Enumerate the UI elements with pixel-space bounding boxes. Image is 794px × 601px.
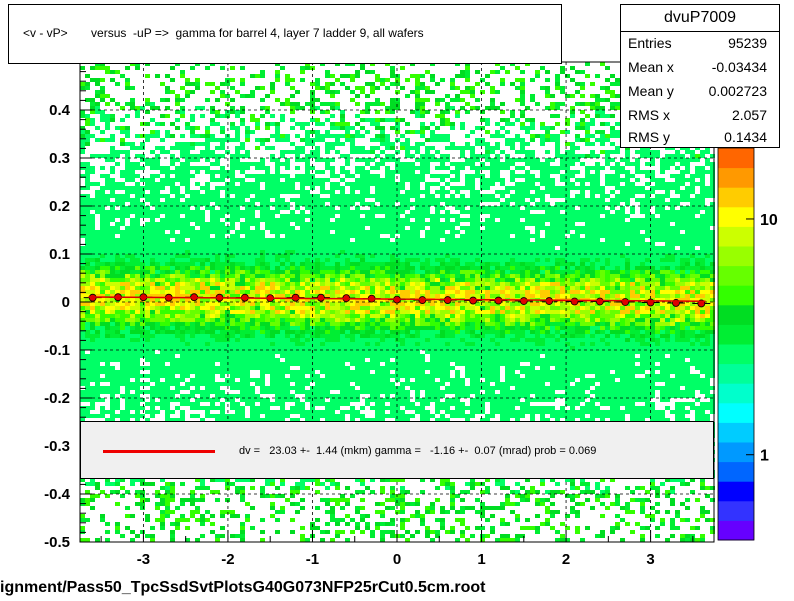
x-tick-label: 1	[477, 551, 485, 568]
stats-divider	[621, 31, 779, 32]
profile-point	[469, 296, 477, 305]
colorbar-step	[718, 226, 754, 247]
colorbar-step	[718, 148, 754, 169]
stats-value-mean-x: -0.03434	[711, 59, 767, 75]
x-tick-label: -3	[137, 551, 150, 568]
stats-label-rms-y: RMS y	[628, 129, 670, 145]
stats-label-mean-y: Mean y	[628, 83, 674, 99]
y-tick-label: 0.3	[49, 150, 70, 167]
profile-point	[519, 297, 528, 305]
colorbar-step	[718, 206, 754, 227]
y-tick-label: -0.4	[44, 486, 71, 503]
colorbar-step	[718, 402, 754, 423]
profile-point	[621, 298, 630, 306]
colorbar-step	[718, 520, 754, 541]
profile-point	[570, 297, 579, 306]
colorbar-step	[718, 500, 754, 521]
colorbar-tick-label: 10	[760, 212, 778, 229]
colorbar-step	[718, 363, 754, 384]
y-tick-label: 0.4	[49, 102, 71, 119]
y-tick-label: -0.5	[44, 534, 70, 551]
colorbar-step	[718, 304, 754, 325]
fit-legend: dv = 23.03 +- 1.44 (mkm) gamma = -1.16 +…	[80, 421, 714, 479]
stats-label-rms-x: RMS x	[628, 107, 670, 123]
fit-line	[88, 296, 706, 302]
profile-point	[646, 298, 655, 307]
y-tick-label: -0.2	[44, 390, 70, 407]
colorbar-step	[718, 246, 754, 267]
stats-value-rms-x: 2.057	[731, 107, 767, 123]
x-tick-label: 0	[393, 551, 401, 568]
stats-value-rms-y: 0.1434	[724, 129, 767, 145]
colorbar-step	[718, 422, 754, 443]
stats-box: dvuP7009 Entries 95239 Mean x -0.03434 M…	[620, 4, 780, 148]
x-tick-label: 3	[646, 551, 654, 568]
colorbar: 1 10	[717, 147, 778, 541]
y-tick-label: -0.1	[44, 342, 70, 359]
x-tick-label: -1	[306, 551, 319, 568]
colorbar-frame	[717, 147, 755, 541]
colorbar-step	[718, 461, 754, 482]
footer-filename: ignment/Pass50_TpcSsdSvtPlotsG40G073NFP2…	[0, 579, 486, 596]
title-box: <v - vP> versus -uP => gamma for barrel …	[8, 4, 562, 64]
colorbar-step	[718, 167, 754, 188]
y-tick-label: 0	[62, 294, 70, 311]
colorbar-step	[718, 481, 754, 502]
colorbar-step	[718, 344, 754, 365]
legend-line	[103, 450, 215, 453]
legend-text: dv = 23.03 +- 1.44 (mkm) gamma = -1.16 +…	[239, 445, 597, 457]
stats-label-mean-x: Mean x	[628, 59, 674, 75]
chart-title: <v - vP> versus -uP => gamma for barrel …	[23, 26, 424, 40]
x-tick-label: -2	[221, 551, 234, 568]
profile-point	[595, 297, 604, 306]
stats-value-entries: 95239	[728, 35, 767, 51]
y-tick-label: 0.1	[49, 246, 70, 263]
profile-point	[317, 293, 325, 302]
profile-point	[418, 296, 427, 304]
y-tick-label: 0.2	[49, 198, 70, 215]
colorbar-step	[718, 324, 754, 345]
axes: -3 -2 -1 0 1 2 3 -0.5 -0.4 -0.3 -0.2 -0.1 0 0.1 0.2 0.3…	[44, 71, 694, 568]
colorbar-step	[718, 383, 754, 404]
stats-label-entries: Entries	[628, 35, 672, 51]
colorbar-step	[718, 442, 754, 463]
y-tick-label: -0.3	[44, 438, 70, 455]
colorbar-step	[718, 187, 754, 208]
colorbar-tick-label: 1	[760, 448, 769, 465]
stats-value-mean-y: 0.002723	[708, 83, 767, 99]
colorbar-step	[718, 285, 754, 306]
profile-points	[83, 293, 711, 308]
x-tick-label: 2	[562, 551, 570, 568]
stats-name: dvuP7009	[663, 9, 737, 26]
colorbar-step	[718, 265, 754, 286]
profile-point	[545, 297, 554, 305]
